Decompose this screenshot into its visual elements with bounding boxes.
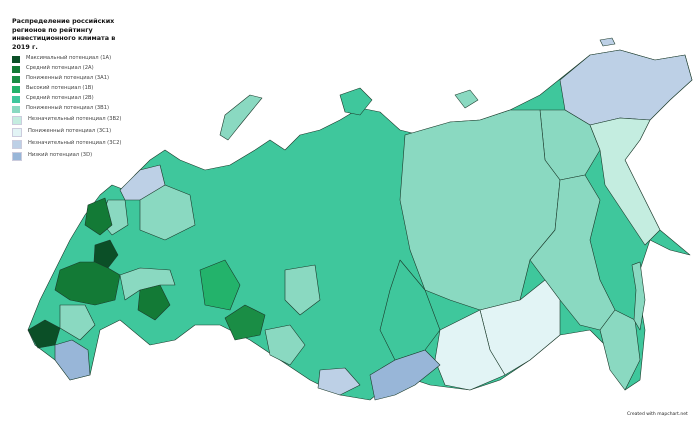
legend-item: Высокий потенциал (1В)	[12, 85, 130, 93]
legend-label: Пониженный потенциал (3А1)	[26, 75, 110, 82]
region-volga	[119, 267, 176, 301]
legend-item: Пониженный потенциал (3В1)	[12, 105, 130, 113]
legend-swatch	[12, 152, 22, 162]
legend-swatch	[12, 95, 20, 103]
legend-item: Незначительный потенциал (3В2)	[12, 116, 130, 126]
legend-label: Незначительный потенциал (3С2)	[28, 139, 122, 146]
legend-label: Средний потенциал (2А)	[26, 65, 94, 72]
legend-item: Пониженный потенциал (3С1)	[12, 128, 130, 138]
region-chelyabinsk-sverdlovsk	[224, 304, 266, 341]
legend-item: Средний потенциал (2А)	[12, 65, 130, 73]
region-arkhangelsk	[139, 184, 196, 241]
island-wrangel	[599, 37, 616, 47]
legend-label: Незначительный потенциал (3В2)	[28, 115, 122, 122]
region-sakhalin	[631, 261, 646, 331]
region-caucasus	[54, 339, 91, 381]
legend-label: Средний потенциал (2В)	[26, 95, 94, 102]
region-altai	[264, 324, 306, 366]
legend-swatch	[12, 105, 20, 113]
legend-swatch	[12, 140, 22, 150]
region-leningrad	[84, 197, 113, 236]
legend-swatch	[12, 55, 20, 63]
region-tyumen	[199, 259, 241, 311]
region-tuva	[317, 367, 361, 396]
region-moscow	[93, 239, 119, 269]
region-krasnodar	[27, 319, 61, 349]
island-severnaya-zemlya	[339, 87, 373, 116]
region-primorye	[599, 309, 641, 391]
legend-label: Пониженный потенциал (3В1)	[26, 105, 110, 112]
region-irkutsk	[379, 259, 441, 361]
legend-label: Максимальный потенциал (1А)	[26, 55, 112, 61]
region-chukotka	[559, 49, 693, 126]
legend-label: Высокий потенциал (1В)	[26, 85, 94, 92]
credit-text: Created with mapchart.net	[627, 412, 688, 417]
legend-swatch	[12, 65, 20, 73]
region-kamchatka	[589, 117, 661, 246]
legend-item: Незначительный потенциал (3С2)	[12, 140, 130, 150]
legend-label: Низкий потенциал (3D)	[28, 151, 93, 158]
island-new-siberian	[454, 89, 479, 109]
legend-swatch	[12, 85, 20, 93]
legend-swatch	[12, 75, 20, 83]
island-novaya-zemlya	[219, 94, 263, 141]
legend-item: Максимальный потенциал (1А)	[12, 55, 130, 63]
legend-title: Распределение российских регионов по рей…	[12, 17, 116, 51]
legend-swatch	[12, 116, 22, 126]
legend-label: Пониженный потенциал (3С1)	[28, 127, 112, 134]
region-central-cluster	[54, 261, 121, 306]
legend-swatch	[12, 128, 22, 138]
region-volgograd	[59, 304, 96, 341]
region-tomsk	[284, 264, 321, 316]
legend-item: Низкий потенциал (3D)	[12, 152, 130, 162]
legend: Распределение российских регионов по рей…	[12, 17, 130, 164]
legend-item: Средний потенциал (2В)	[12, 95, 130, 103]
legend-item: Пониженный потенциал (3А1)	[12, 75, 130, 83]
